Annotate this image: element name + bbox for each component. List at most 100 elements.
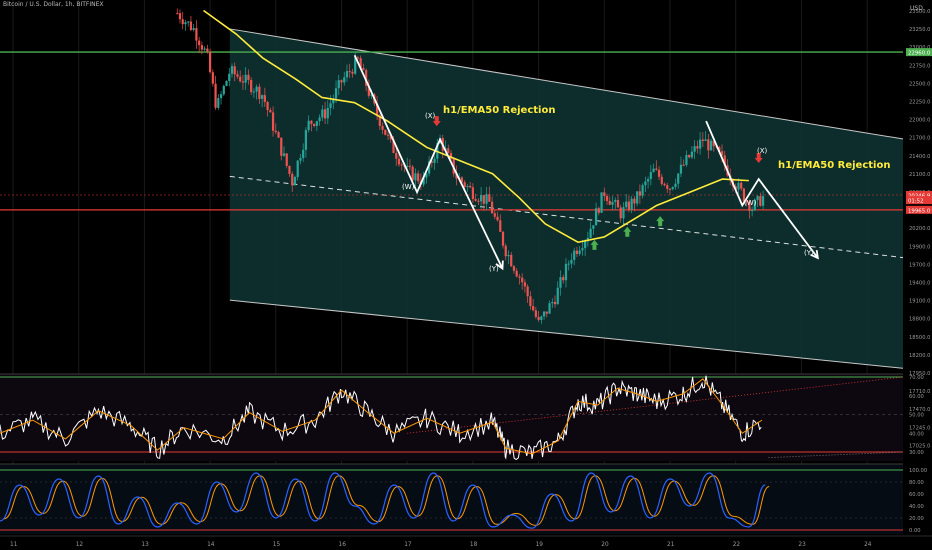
price-tick-label: 19700.0 [909,262,930,268]
candle-body [490,201,494,214]
candle-body [329,103,332,108]
candle-body [496,216,499,221]
candle-body [239,76,242,82]
candle-body [250,79,253,93]
rsi-line[interactable] [0,375,762,461]
time-axis-background [0,536,932,550]
rsi-trendline[interactable] [407,376,904,434]
price-badge-label: 19965.0 [908,208,931,214]
candle-body [362,68,365,71]
candle-body [211,72,214,84]
candle-body [343,77,346,83]
candle-body [302,149,305,159]
candle-body [745,201,748,203]
candle-body [649,172,652,180]
price-tick-label: 18500.0 [909,335,930,341]
candle-body [447,148,450,153]
channel-upper-line[interactable] [229,28,907,141]
candle-body [258,86,261,99]
candle-body [463,182,466,187]
annotation-rejection-1: h1/EMA50 Rejection [443,105,555,116]
time-axis[interactable]: 11 12 13 14 15 16 17 18 19 20 21 22 23 24 [0,535,932,550]
candle-body [397,158,401,165]
candle-body [638,191,641,196]
candle-body [266,101,269,111]
candle-body [562,277,565,281]
candle-body [422,177,425,185]
candle-body [556,287,559,305]
candle-body [334,88,338,99]
channel-midline[interactable] [229,175,907,259]
time-tick-label: 22 [733,542,741,548]
stochastic-pane[interactable] [0,463,932,534]
candle-body [529,296,532,307]
candle-body [315,121,318,126]
price-badge [906,196,932,205]
candle-body [679,164,683,174]
candle-body [657,169,661,177]
wxy-path-2[interactable] [705,120,819,259]
candle-body [534,310,537,317]
candle-body [477,200,480,202]
candle-body [181,19,184,25]
price-tick-label: 22500.0 [909,81,930,87]
candle-body [696,146,699,149]
ema50-line[interactable] [203,9,749,244]
candle-body [482,195,485,204]
candle-body [584,241,587,249]
candle-body [759,196,762,206]
candle-body [206,48,209,52]
price-badge [906,205,932,214]
candle-body [553,301,557,305]
candle-body [340,80,343,83]
candle-body [370,94,373,96]
time-tick-label: 24 [864,542,872,548]
price-pane-drawings [0,8,907,370]
candle-body [532,306,535,311]
candle-body [247,74,250,80]
candle-body [663,183,666,186]
stoch-d-line[interactable] [3,475,770,526]
candle-body [701,139,704,141]
candle-body [668,188,672,190]
candle-body [252,91,255,93]
price-tick-label: 19900.0 [909,244,930,250]
time-tick-label: 19 [536,542,544,548]
candle-body [230,66,234,74]
wxy-path-1[interactable] [353,54,504,269]
candle-body [304,130,308,150]
price-axis[interactable]: 23500.023250.023000.022750.022500.022250… [903,0,932,550]
candle-body [512,266,516,271]
candle-body [608,200,611,205]
price-tick-label: 17950.0 [909,371,930,377]
candle-body [603,192,606,196]
candle-body [723,155,726,166]
candle-body [625,201,628,208]
candle-body [688,154,691,158]
stoch-k-line[interactable] [0,472,766,529]
price-tick-label: 23250.0 [909,27,930,33]
candle-body [704,139,707,141]
wave-label-y-1: (Y) [489,265,499,273]
price-tick-label: 20200.0 [909,226,930,232]
candle-body [655,168,658,170]
time-tick-label: 20 [601,542,609,548]
rsi-ma-line[interactable] [0,378,763,455]
candle-body [288,165,291,174]
candle-body [523,282,527,287]
candle-body [337,80,340,89]
candle-body [589,228,592,238]
rsi-tick-label: 40.00 [909,431,924,437]
candle-body [198,40,201,46]
channel-lower-line[interactable] [229,299,907,370]
candle-body [469,185,472,188]
channel-fill [229,28,907,369]
candle-body [313,123,316,126]
buy-arrow-icon [590,239,599,250]
candle-body [622,207,625,219]
candle-body [425,173,428,178]
candle-body [627,201,631,210]
buy-arrow-icon [656,216,665,227]
rsi-pane[interactable] [0,373,932,461]
